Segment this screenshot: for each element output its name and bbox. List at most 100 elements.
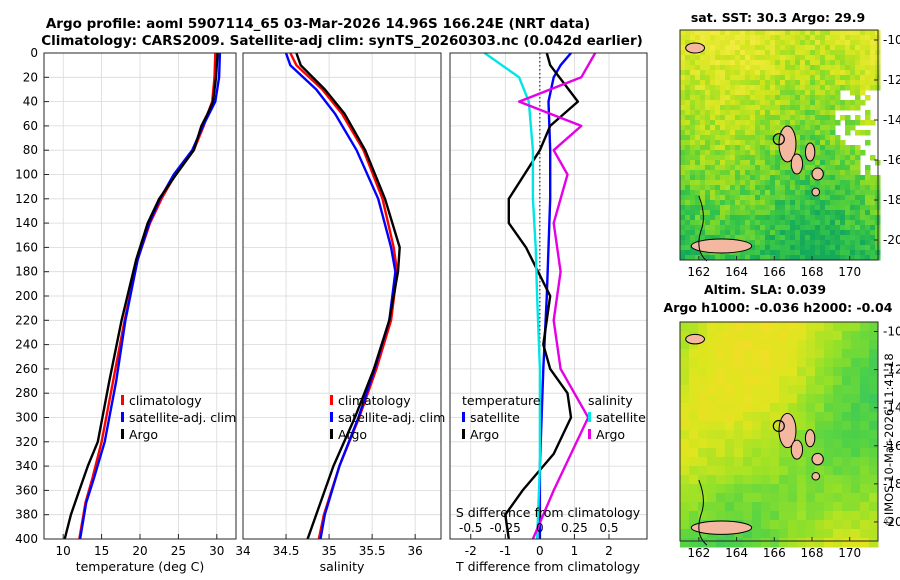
map-cell — [810, 75, 816, 81]
map-cell — [689, 322, 699, 332]
map-cell — [755, 65, 761, 71]
map-cell — [780, 200, 786, 206]
map-cell — [707, 394, 717, 404]
map-cell — [685, 240, 691, 246]
map-cell — [800, 130, 806, 136]
map-cell — [755, 165, 761, 171]
map-cell — [755, 195, 761, 201]
map-cell — [705, 55, 711, 61]
map-cell — [824, 367, 834, 377]
map-cell — [825, 110, 831, 116]
legend-label: Argo — [338, 427, 367, 442]
map-cell — [775, 85, 781, 91]
x-tick-label: 10 — [56, 544, 71, 558]
map-cell — [810, 35, 816, 41]
map-cell — [765, 245, 771, 251]
map-cell — [840, 165, 846, 171]
map-cell — [690, 230, 696, 236]
map-cell — [750, 190, 756, 196]
map-cell — [795, 125, 801, 131]
map-cell — [775, 75, 781, 81]
map-cell — [835, 170, 841, 176]
map-cell — [690, 190, 696, 196]
map-cell — [800, 95, 806, 101]
map-cell — [752, 430, 762, 440]
map-cell — [765, 170, 771, 176]
map-cell — [735, 140, 741, 146]
map-cell — [870, 55, 876, 61]
map-cell — [760, 115, 766, 121]
map-cell — [855, 30, 861, 36]
map-cell — [775, 250, 781, 256]
map-cell — [800, 120, 806, 126]
map-cell — [725, 95, 731, 101]
map-cell — [865, 35, 871, 41]
map-cell — [740, 145, 746, 151]
map-cell — [860, 70, 866, 76]
map-cell — [730, 125, 736, 131]
map-cell — [780, 240, 786, 246]
map-cell — [720, 210, 726, 216]
legend-label: Argo — [470, 427, 499, 442]
map-cell — [720, 105, 726, 111]
map-cell — [790, 125, 796, 131]
map-cell — [805, 70, 811, 76]
map-cell — [860, 190, 866, 196]
map-cell — [695, 80, 701, 86]
map-cell — [755, 250, 761, 256]
map-cell — [689, 529, 699, 539]
map-cell — [824, 331, 834, 341]
map-cell — [680, 35, 686, 41]
map-cell — [820, 190, 826, 196]
map-cell — [825, 205, 831, 211]
map-cell — [755, 130, 761, 136]
map-cell — [815, 220, 821, 226]
map-cell — [850, 150, 856, 156]
map-cell — [698, 376, 708, 386]
reef-contour — [698, 479, 708, 546]
map-cell — [705, 105, 711, 111]
map-cell — [851, 439, 861, 449]
map-cell — [770, 421, 780, 431]
map-cell — [765, 115, 771, 121]
map-cell — [833, 376, 843, 386]
map-cell — [725, 185, 731, 191]
map-cell — [760, 195, 766, 201]
map-cell — [775, 95, 781, 101]
map-cell — [790, 250, 796, 256]
map-cell — [780, 35, 786, 41]
map-cell — [775, 175, 781, 181]
map-cell — [690, 105, 696, 111]
map-cell — [810, 135, 816, 141]
map-cell — [710, 175, 716, 181]
map-cell — [770, 75, 776, 81]
legend-title: temperature — [462, 393, 541, 408]
map-cell — [760, 95, 766, 101]
map-cell — [833, 412, 843, 422]
map-cell — [770, 175, 776, 181]
map-cell — [720, 220, 726, 226]
map-cell — [830, 115, 836, 121]
map-cell — [685, 200, 691, 206]
map-cell — [734, 340, 744, 350]
map-cell — [825, 140, 831, 146]
map-cell — [698, 322, 708, 332]
map-cell — [850, 100, 856, 106]
map-cell — [680, 40, 686, 46]
map-cell — [806, 322, 816, 332]
map-cell — [815, 367, 825, 377]
map-cell — [752, 520, 762, 530]
map-cell — [710, 80, 716, 86]
y-tick-label: -18 — [883, 193, 900, 207]
map-cell — [865, 180, 871, 186]
map-cell — [698, 511, 708, 521]
map-cell — [851, 367, 861, 377]
map-cell — [761, 511, 771, 521]
map-cell — [770, 235, 776, 241]
map-cell — [690, 90, 696, 96]
map-cell — [750, 30, 756, 36]
map-cell — [680, 30, 686, 36]
map-cell — [835, 90, 841, 96]
map-cell — [870, 230, 876, 236]
map-cell — [695, 210, 701, 216]
